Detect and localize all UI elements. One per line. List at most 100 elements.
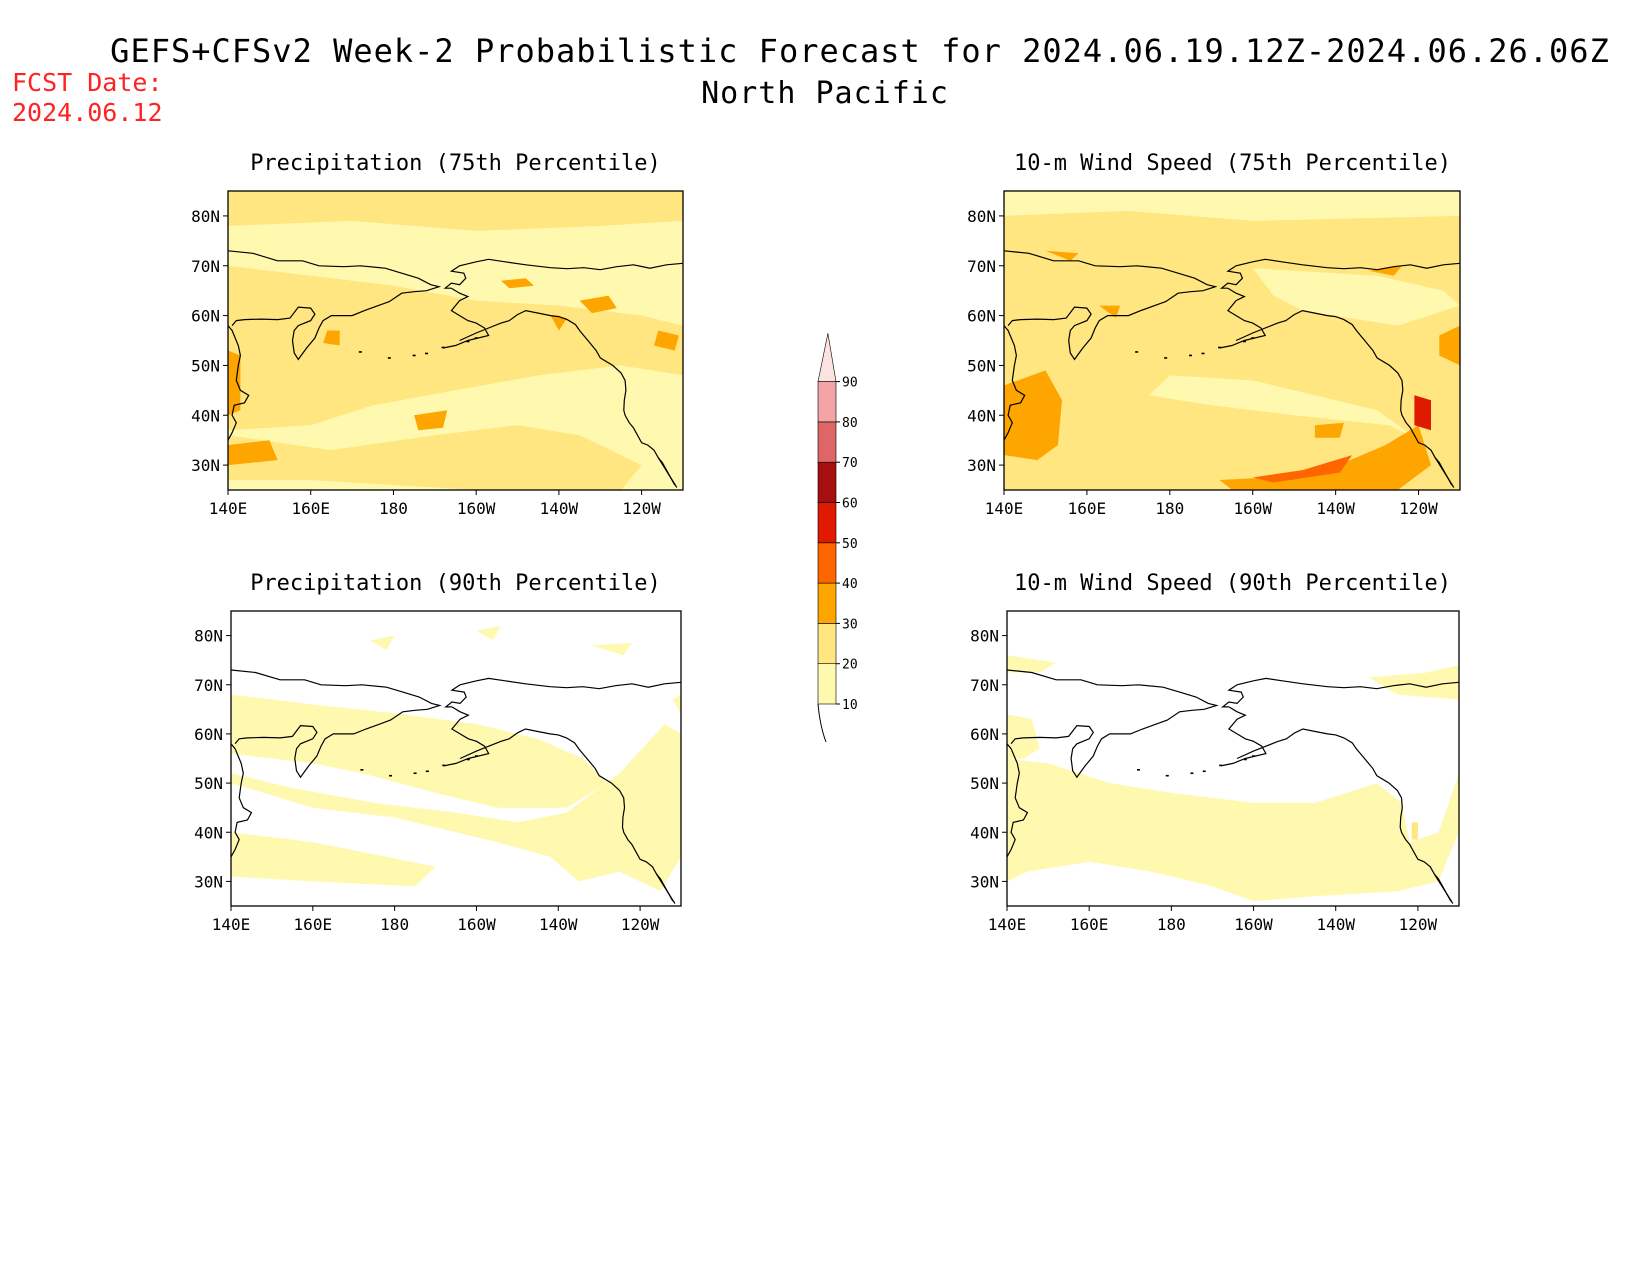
lat-tick-label: 80N <box>194 627 223 646</box>
forecast-contour <box>228 425 642 490</box>
island <box>441 346 445 349</box>
island <box>1201 352 1205 355</box>
forecast-contour <box>1007 655 1057 673</box>
forecast-contour <box>1252 268 1460 326</box>
lat-tick-label: 60N <box>194 725 223 744</box>
coastline <box>657 457 678 488</box>
colorbar-label: 60 <box>842 497 858 512</box>
island <box>1135 351 1139 353</box>
colorbar-swatch <box>817 381 837 423</box>
island <box>1202 770 1206 773</box>
lon-tick-label: 180 <box>1155 499 1184 518</box>
forecast-contour <box>1439 325 1460 366</box>
lon-tick-label: 120W <box>1399 499 1438 518</box>
lon-tick-label: 160E <box>291 499 330 518</box>
island <box>1219 764 1223 767</box>
lon-tick-label: 140W <box>540 499 579 518</box>
coastline <box>1219 287 1267 349</box>
colorbar: 10 20 30 40 50 60 70 80 90 <box>817 333 858 743</box>
lat-tick-label: 60N <box>970 725 999 744</box>
colorbar-swatch <box>817 663 837 705</box>
forecast-contour <box>1007 714 1040 759</box>
lon-tick-label: 160W <box>1234 915 1273 934</box>
island <box>474 337 478 339</box>
forecast-contour <box>228 191 683 231</box>
colorbar-label: 80 <box>842 416 858 431</box>
forecast-contour <box>501 278 535 289</box>
forecast-contour <box>228 440 278 466</box>
forecast-contour <box>323 330 340 346</box>
map-panel-0: 80N 70N 60N 50N 40N 30N 140E 160E 180 160W 140W 120… <box>191 190 684 518</box>
island <box>1165 774 1169 777</box>
island <box>1190 772 1194 775</box>
lon-tick-label: 180 <box>1157 915 1186 934</box>
coastline <box>1007 669 1219 779</box>
colorbar-swatch <box>817 623 837 665</box>
lat-tick-label: 80N <box>967 207 996 226</box>
coastline <box>1220 706 1267 767</box>
lat-tick-label: 70N <box>967 257 996 276</box>
lon-tick-label: 160E <box>294 915 333 934</box>
lat-tick-label: 80N <box>191 207 220 226</box>
forecast-contour <box>1099 305 1121 319</box>
lon-tick-label: 120W <box>622 499 661 518</box>
lon-tick-label: 160E <box>1068 499 1107 518</box>
panel-title-precip-75: Precipitation (75th Percentile) <box>250 151 661 176</box>
lat-tick-label: 50N <box>194 774 223 793</box>
forecast-contour <box>231 832 436 887</box>
forecast-contour <box>550 315 568 331</box>
coastline <box>228 325 250 441</box>
island <box>425 770 429 773</box>
colorbar-swatch <box>817 461 837 503</box>
forecast-contour <box>231 724 681 892</box>
map-frame <box>227 190 684 491</box>
main-title: GEFS+CFSv2 Week-2 Probabilistic Forecast… <box>110 32 1610 70</box>
colorbar-tail <box>817 703 827 743</box>
island <box>474 755 478 757</box>
lon-tick-label: 140E <box>212 915 251 934</box>
lon-tick-label: 180 <box>379 499 408 518</box>
forecast-contour <box>654 330 679 351</box>
coastline <box>442 287 490 349</box>
colorbar-label: 50 <box>842 537 858 552</box>
island <box>1189 354 1193 357</box>
lon-tick-label: 160E <box>1070 915 1109 934</box>
island <box>387 357 391 359</box>
lon-tick-label: 180 <box>380 915 409 934</box>
lon-tick-label: 140E <box>985 499 1024 518</box>
colorbar-swatch <box>817 582 837 624</box>
panel-title-wind-75: 10-m Wind Speed (75th Percentile) <box>1013 151 1452 176</box>
lon-tick-label: 140E <box>209 499 248 518</box>
island <box>1218 346 1222 349</box>
island <box>1243 758 1247 761</box>
forecast-contour <box>1219 425 1431 490</box>
forecast-contour <box>476 625 501 641</box>
panel-title-precip-90: Precipitation (90th Percentile) <box>250 571 661 596</box>
forecast-contour <box>370 635 395 651</box>
map-background <box>1004 191 1460 490</box>
lon-tick-label: 160W <box>457 915 496 934</box>
colorbar-label: 40 <box>842 577 858 592</box>
colorbar-swatch <box>817 542 837 584</box>
island <box>425 352 429 355</box>
forecast-contour <box>1252 455 1353 483</box>
island <box>1136 769 1140 771</box>
forecast-contour <box>591 643 632 656</box>
colorbar-label: 70 <box>842 456 858 471</box>
map-panel-1: 80N 70N 60N 50N 40N 30N 140E 160E 180 160W 140W 120… <box>967 190 1461 518</box>
island <box>412 354 416 357</box>
forecast-contour <box>1004 191 1460 221</box>
coastline <box>1236 728 1452 902</box>
lat-tick-label: 40N <box>191 406 220 425</box>
coastline <box>443 258 683 289</box>
forecast-contour <box>1414 395 1431 431</box>
colorbar-label: 30 <box>842 617 858 632</box>
forecast-contour <box>1045 250 1079 261</box>
map-panel-2: 80N 70N 60N 50N 40N 30N 140E 160E 180 160W 140W 120… <box>194 610 682 934</box>
forecast-date: FCST Date: 2024.06.12 <box>12 68 163 127</box>
lon-tick-label: 140E <box>988 915 1027 934</box>
lat-tick-label: 30N <box>967 456 996 475</box>
coastline <box>228 250 442 361</box>
lat-tick-label: 50N <box>191 356 220 375</box>
coastline <box>443 706 490 767</box>
